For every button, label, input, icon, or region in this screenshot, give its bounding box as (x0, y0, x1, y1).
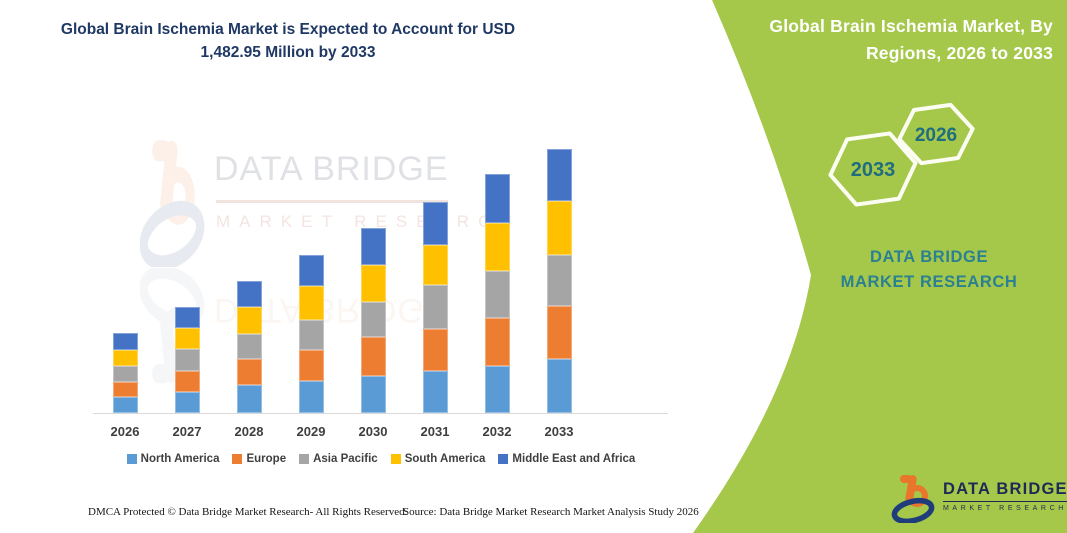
bar-segment-south-america (236, 306, 262, 335)
legend-label: Europe (246, 453, 287, 465)
bar-segment-middle-east-and-africa (484, 173, 510, 224)
bar-segment-asia-pacific (174, 348, 200, 371)
bar-segment-south-america (546, 200, 572, 256)
logo-text-block: DATA BRIDGE MARKET RESEARCH (943, 480, 1067, 512)
legend-label: Middle East and Africa (512, 453, 636, 465)
bar-segment-south-america (298, 286, 324, 320)
bar-segment-north-america (360, 376, 386, 413)
bar-segment-north-america (174, 392, 200, 413)
bar-segment-south-america (112, 350, 138, 367)
x-axis-label-2026: 2026 (110, 424, 140, 439)
legend-item-middle-east-and-africa: Middle East and Africa (498, 453, 635, 465)
bar-segment-middle-east-and-africa (112, 333, 138, 350)
x-axis-label-2030: 2030 (358, 424, 388, 439)
x-axis-label-2033: 2033 (544, 424, 574, 439)
bar-2032 (484, 173, 510, 413)
bar-2031 (422, 201, 448, 413)
bar-segment-north-america (484, 366, 510, 413)
bar-segment-north-america (236, 384, 262, 413)
bar-segment-europe (236, 359, 262, 385)
legend-item-europe: Europe (232, 453, 286, 465)
bar-segment-middle-east-and-africa (422, 201, 448, 245)
legend-label: North America (140, 453, 220, 465)
x-axis-label-2028: 2028 (234, 424, 264, 439)
hexagon-2026 (897, 102, 975, 166)
bar-segment-asia-pacific (360, 302, 386, 338)
bar-segment-europe (422, 328, 448, 372)
legend-item-asia-pacific: Asia Pacific (299, 453, 378, 465)
bar-segment-europe (298, 349, 324, 382)
year-hexagons: 2033 2026 (828, 102, 975, 207)
panel-title: Global Brain Ischemia Market, By Regions… (769, 16, 1053, 63)
bar-segment-europe (546, 306, 572, 360)
bar-segment-south-america (422, 244, 448, 285)
legend-swatch-icon (498, 454, 509, 464)
bar-segment-asia-pacific (298, 319, 324, 350)
bar-segment-south-america (484, 223, 510, 272)
chart-title: Global Brain Ischemia Market is Expected… (60, 21, 516, 61)
bar-segment-north-america (112, 397, 138, 413)
bar-segment-middle-east-and-africa (174, 307, 200, 328)
bar-segment-north-america (546, 359, 572, 413)
bar-segment-asia-pacific (236, 334, 262, 360)
legend-item-north-america: North America (126, 453, 220, 465)
bar-2033 (546, 149, 572, 413)
legend-swatch-icon (232, 454, 243, 464)
chart-legend: North America Europe Asia Pacific South Ame… (88, 453, 674, 465)
bar-2029 (298, 255, 324, 413)
logo-name: DATA BRIDGE (943, 480, 1067, 502)
bar-segment-europe (484, 318, 510, 367)
bar-segment-middle-east-and-africa (360, 227, 386, 265)
legend-swatch-icon (299, 454, 310, 464)
bar-segment-europe (112, 382, 138, 398)
bar-2028 (236, 280, 262, 413)
data-bridge-logo-icon (891, 475, 935, 523)
bar-segment-middle-east-and-africa (546, 149, 572, 201)
x-axis-line (93, 413, 668, 414)
bar-segment-north-america (298, 381, 324, 413)
x-axis-label-2032: 2032 (482, 424, 512, 439)
bar-segment-asia-pacific (112, 366, 138, 383)
bar-segment-south-america (174, 327, 200, 349)
bar-segment-europe (174, 370, 200, 393)
hexagon-2026-label: 2026 (915, 125, 957, 146)
source-text: Source: Data Bridge Market Research Mark… (403, 506, 699, 518)
legend-swatch-icon (126, 454, 137, 464)
x-axis-label-2029: 2029 (296, 424, 326, 439)
brand-logo: DATA BRIDGE MARKET RESEARCH (891, 473, 1067, 523)
legend-label: Asia Pacific (313, 453, 378, 465)
panel-brand-caption: DATA BRIDGE MARKET RESEARCH (840, 248, 1018, 291)
legend-swatch-icon (390, 454, 401, 464)
legend-label: South America (404, 453, 486, 465)
bar-segment-south-america (360, 264, 386, 303)
bar-segment-europe (360, 337, 386, 377)
x-axis-label-2031: 2031 (420, 424, 450, 439)
bar-segment-north-america (422, 371, 448, 413)
bar-2030 (360, 227, 386, 413)
bar-2026 (112, 333, 138, 413)
hexagon-2033 (828, 131, 918, 207)
bar-segment-middle-east-and-africa (236, 280, 262, 307)
x-axis-label-2027: 2027 (172, 424, 202, 439)
bar-segment-asia-pacific (422, 284, 448, 329)
logo-tagline: MARKET RESEARCH (943, 505, 1067, 512)
bar-segment-asia-pacific (546, 255, 572, 307)
bar-segment-asia-pacific (484, 271, 510, 319)
bar-2027 (174, 307, 200, 413)
dmca-copyright-text: DMCA Protected © Data Bridge Market Rese… (88, 506, 408, 518)
hexagon-2033-label: 2033 (851, 159, 896, 181)
legend-item-south-america: South America (390, 453, 486, 465)
bar-segment-middle-east-and-africa (298, 255, 324, 287)
